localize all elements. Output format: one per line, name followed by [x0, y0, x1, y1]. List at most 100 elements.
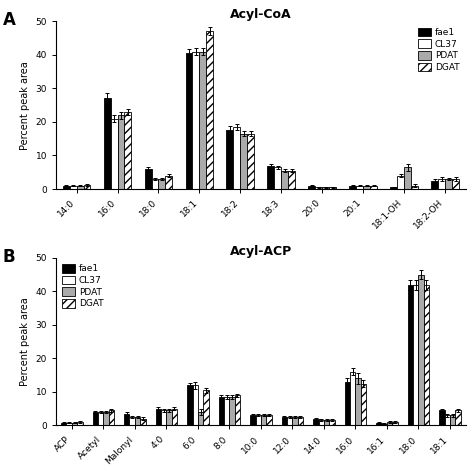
Bar: [455, 410, 461, 426]
Bar: [445, 179, 452, 189]
Bar: [431, 181, 438, 189]
Bar: [361, 383, 366, 426]
Bar: [255, 415, 261, 426]
Bar: [408, 284, 413, 426]
Bar: [129, 417, 135, 426]
Bar: [92, 412, 98, 426]
Bar: [282, 417, 287, 426]
Bar: [313, 419, 319, 426]
Bar: [292, 417, 298, 426]
Bar: [124, 414, 129, 426]
Bar: [274, 167, 282, 189]
Bar: [83, 185, 91, 189]
Bar: [439, 410, 445, 426]
Bar: [349, 186, 356, 189]
Bar: [424, 284, 429, 426]
Bar: [356, 378, 361, 426]
Bar: [319, 420, 324, 426]
Bar: [166, 410, 172, 426]
Bar: [315, 187, 322, 189]
Bar: [77, 186, 83, 189]
Legend: fae1, CL37, PDAT, DGAT: fae1, CL37, PDAT, DGAT: [417, 26, 461, 74]
Y-axis label: Percent peak area: Percent peak area: [20, 61, 30, 150]
Bar: [392, 422, 398, 426]
Bar: [235, 395, 240, 426]
Bar: [145, 169, 152, 189]
Bar: [387, 422, 392, 426]
Text: A: A: [3, 11, 16, 29]
Bar: [155, 409, 161, 426]
Bar: [140, 419, 146, 426]
Bar: [266, 415, 272, 426]
Bar: [66, 423, 72, 426]
Bar: [382, 424, 387, 426]
Bar: [397, 175, 404, 189]
Bar: [324, 420, 329, 426]
Bar: [198, 412, 203, 426]
Bar: [413, 284, 419, 426]
Bar: [298, 417, 303, 426]
Title: Acyl-ACP: Acyl-ACP: [230, 245, 292, 258]
Bar: [419, 274, 424, 426]
Bar: [350, 372, 356, 426]
Bar: [224, 397, 229, 426]
Bar: [192, 385, 198, 426]
Bar: [118, 115, 125, 189]
Bar: [103, 412, 109, 426]
Bar: [63, 186, 70, 189]
Bar: [185, 53, 192, 189]
Bar: [282, 171, 288, 189]
Text: B: B: [3, 248, 16, 266]
Bar: [152, 179, 158, 189]
Bar: [240, 134, 247, 189]
Title: Acyl-CoA: Acyl-CoA: [230, 9, 292, 21]
Bar: [110, 118, 118, 189]
Bar: [104, 99, 110, 189]
Bar: [109, 410, 114, 426]
Bar: [165, 175, 173, 189]
Bar: [98, 412, 103, 426]
Bar: [233, 127, 240, 189]
Bar: [125, 112, 131, 189]
Bar: [219, 397, 224, 426]
Legend: fae1, CL37, PDAT, DGAT: fae1, CL37, PDAT, DGAT: [61, 262, 105, 310]
Bar: [61, 423, 66, 426]
Bar: [203, 390, 209, 426]
Bar: [438, 179, 445, 189]
Y-axis label: Percent peak area: Percent peak area: [20, 297, 30, 386]
Bar: [309, 186, 315, 189]
Bar: [247, 134, 255, 189]
Bar: [376, 423, 382, 426]
Bar: [70, 186, 77, 189]
Bar: [72, 423, 77, 426]
Bar: [200, 52, 206, 189]
Bar: [322, 187, 329, 189]
Bar: [329, 420, 335, 426]
Bar: [287, 417, 292, 426]
Bar: [261, 415, 266, 426]
Bar: [250, 415, 255, 426]
Bar: [404, 167, 411, 189]
Bar: [452, 179, 459, 189]
Bar: [345, 382, 350, 426]
Bar: [356, 186, 363, 189]
Bar: [450, 415, 455, 426]
Bar: [77, 422, 82, 426]
Bar: [158, 179, 165, 189]
Bar: [172, 409, 177, 426]
Bar: [363, 186, 370, 189]
Bar: [288, 171, 295, 189]
Bar: [445, 415, 450, 426]
Bar: [390, 187, 397, 189]
Bar: [229, 397, 235, 426]
Bar: [192, 52, 200, 189]
Bar: [135, 417, 140, 426]
Bar: [411, 186, 418, 189]
Bar: [187, 385, 192, 426]
Bar: [206, 31, 213, 189]
Bar: [370, 186, 377, 189]
Bar: [161, 410, 166, 426]
Bar: [267, 165, 274, 189]
Bar: [227, 130, 233, 189]
Bar: [329, 187, 336, 189]
